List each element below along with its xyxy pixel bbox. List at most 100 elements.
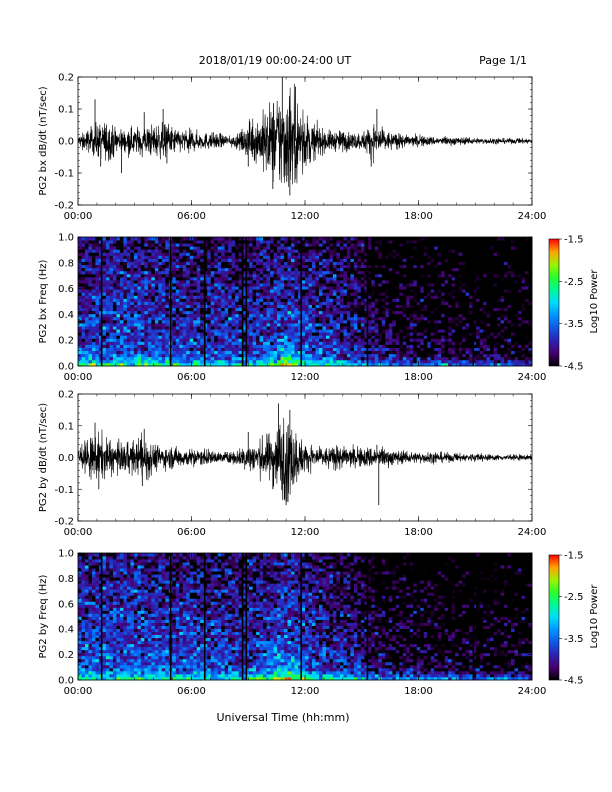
spectrogram-cell xyxy=(238,255,243,259)
spectrogram-cell xyxy=(469,261,474,266)
spectrogram-cell xyxy=(458,332,463,336)
spectrogram-cell xyxy=(172,323,177,327)
spectrogram-cell xyxy=(427,249,432,253)
spectrogram-cell xyxy=(266,280,271,284)
spectrogram-cell xyxy=(235,338,240,342)
spectrogram-cell xyxy=(364,350,369,355)
spectrogram-cell xyxy=(200,332,205,336)
spectrogram-cell xyxy=(133,289,138,293)
spectrogram-cell xyxy=(322,319,327,324)
spectrogram-cell xyxy=(189,264,194,269)
spectrogram-cell xyxy=(147,295,152,299)
spectrogram-cell xyxy=(140,252,145,256)
spectrogram-cell xyxy=(161,301,166,305)
spectrogram-cell xyxy=(437,267,442,272)
spectrogram-cell xyxy=(217,261,222,266)
spectrogram-cell xyxy=(193,298,198,302)
spectrogram-cell xyxy=(193,350,198,355)
spectrogram-cell xyxy=(364,335,369,339)
spectrogram-cell xyxy=(357,307,362,312)
spectrogram-cell xyxy=(346,252,351,256)
spectrogram-cell xyxy=(465,310,470,315)
spectrogram-cell xyxy=(123,319,128,324)
spectrogram-cell xyxy=(154,304,159,309)
spectrogram-cell xyxy=(249,267,254,272)
spectrogram-cell xyxy=(235,347,240,352)
spectrogram-cell xyxy=(409,249,414,253)
spectrogram-cell xyxy=(88,255,93,259)
spectrogram-cell xyxy=(462,243,467,247)
spectrogram-cell xyxy=(224,258,229,262)
spectrogram-cell xyxy=(231,310,236,315)
spectrogram-cell xyxy=(273,289,278,293)
spectrogram-cell xyxy=(158,237,163,241)
spectrogram-cell xyxy=(479,356,484,361)
spectrogram-cell xyxy=(476,283,481,287)
spectrogram-cell xyxy=(109,353,114,358)
spectrogram-cell xyxy=(151,316,156,321)
spectrogram-cell xyxy=(402,304,407,309)
spectrogram-cell xyxy=(423,319,428,324)
spectrogram-cell xyxy=(444,258,449,262)
spectrogram-cell xyxy=(242,295,247,299)
spectrogram-cell xyxy=(469,273,474,278)
spectrogram-cell xyxy=(217,319,222,324)
spectrogram-cell xyxy=(381,316,386,321)
spectrogram-cell xyxy=(423,252,428,256)
spectrogram-cell xyxy=(88,276,93,281)
spectrogram-cell xyxy=(364,304,369,309)
spectrogram-cell xyxy=(263,289,267,293)
spectrogram-cell xyxy=(259,326,264,330)
spectrogram-cell xyxy=(343,301,348,305)
spectrogram-cell xyxy=(140,304,145,309)
spectrogram-cell xyxy=(147,246,152,250)
spectrogram-cell xyxy=(196,298,201,302)
spectrogram-cell xyxy=(84,249,89,253)
spectrogram-cell xyxy=(112,270,117,275)
spectrogram-cell xyxy=(221,335,226,339)
spectrogram-cell xyxy=(263,338,267,342)
spectrogram-cell xyxy=(402,237,407,241)
spectrogram-cell xyxy=(238,283,243,287)
spectrogram-cell xyxy=(360,273,365,278)
spectrogram-cell xyxy=(172,338,177,342)
spectrogram-cell xyxy=(458,280,463,284)
spectrogram-cell xyxy=(84,261,89,266)
spectrogram-cell xyxy=(402,292,407,296)
spectrogram-cell xyxy=(385,332,390,336)
spectrogram-cell xyxy=(385,356,390,361)
spectrogram-cell xyxy=(455,347,460,352)
spectrogram-cell xyxy=(161,261,166,266)
spectrogram-cell xyxy=(154,261,159,266)
spectrogram-cell xyxy=(374,326,379,330)
spectrogram-cell xyxy=(161,356,166,361)
spectrogram-cell xyxy=(339,347,344,352)
spectrogram-cell xyxy=(346,270,351,275)
spectrogram-cell xyxy=(196,249,201,253)
spectrogram-cell xyxy=(200,359,205,364)
spectrogram-cell xyxy=(413,258,418,262)
spectrogram-cell xyxy=(224,240,229,244)
spectrogram-cell xyxy=(249,273,254,278)
spectrogram-cell xyxy=(430,276,435,281)
spectrogram-cell xyxy=(392,255,397,259)
spectrogram-cell xyxy=(189,350,194,355)
spectrogram-cell xyxy=(311,359,316,364)
spectrogram-cell xyxy=(318,319,323,324)
spectrogram-cell xyxy=(102,240,107,244)
spectrogram-cell xyxy=(137,298,142,302)
spectrogram-cell xyxy=(133,335,138,339)
spectrogram-cell xyxy=(151,298,156,302)
spectrogram-cell xyxy=(112,255,117,259)
spectrogram-cell xyxy=(298,258,302,262)
spectrogram-cell xyxy=(116,338,121,342)
spectrogram-cell xyxy=(416,295,421,299)
spectrogram-cell xyxy=(147,267,152,272)
spectrogram-cell xyxy=(350,289,355,293)
spectrogram-cell xyxy=(371,237,376,241)
spectrogram-cell xyxy=(298,292,302,296)
spectrogram-cell xyxy=(434,243,439,247)
spectrogram-cell xyxy=(210,243,215,247)
spectrogram-cell xyxy=(343,307,348,312)
spectrogram-cell xyxy=(472,237,477,241)
